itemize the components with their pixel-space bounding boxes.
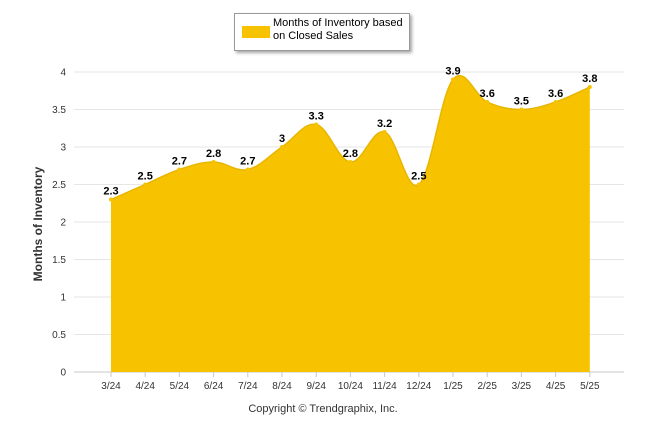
data-label: 3.8	[582, 73, 597, 85]
data-label: 3	[279, 133, 285, 145]
x-tick-label: 6/24	[204, 381, 224, 392]
legend[interactable]: Months of Inventory based on Closed Sale…	[234, 13, 410, 51]
y-tick-label: 3.5	[52, 105, 66, 116]
data-point[interactable]	[348, 160, 353, 164]
data-label: 2.8	[206, 148, 221, 160]
data-point[interactable]	[280, 145, 284, 149]
x-tick-label: 8/24	[272, 381, 292, 392]
data-label: 3.9	[445, 66, 460, 78]
legend-label: Months of Inventory based on Closed Sale…	[273, 17, 403, 42]
area-line	[110, 74, 591, 201]
x-tick-label: 12/24	[406, 381, 431, 392]
x-tick-label: 9/24	[306, 381, 326, 392]
x-tick-label: 3/24	[101, 381, 121, 392]
data-point[interactable]	[553, 100, 558, 104]
x-tick-label: 2/25	[477, 381, 497, 392]
y-axis: 0 0.5 1 1.5 2 2.5 3 3.5 4	[52, 68, 66, 379]
data-point[interactable]	[416, 182, 421, 187]
data-point[interactable]	[211, 160, 216, 164]
data-point[interactable]	[485, 100, 490, 104]
data-point[interactable]	[587, 85, 592, 89]
data-point[interactable]	[382, 130, 387, 134]
copyright-credit: Copyright © Trendgraphix, Inc.	[248, 403, 398, 415]
y-tick-label: 1.5	[52, 255, 66, 266]
data-label: 2.8	[343, 148, 358, 160]
data-label: 2.5	[138, 171, 153, 183]
x-tick-label: 5/25	[580, 381, 600, 392]
x-tick-label: 3/25	[512, 381, 532, 392]
data-label: 3.5	[514, 96, 529, 108]
y-tick-label: 1	[60, 293, 66, 304]
data-point[interactable]	[109, 197, 113, 202]
data-label: 3.3	[309, 111, 324, 123]
y-tick-label: 2.5	[52, 180, 66, 191]
x-tick-label: 4/25	[546, 381, 566, 392]
data-label: 3.6	[480, 88, 495, 100]
x-tick-label: 1/25	[443, 381, 463, 392]
data-labels: 2.3 2.5 2.7 2.8 2.7 3 3.3 2.8 3.2 2.5 3.9 3.6 3.5 3.6…	[103, 66, 597, 198]
x-tick-label: 4/24	[135, 381, 155, 392]
data-point[interactable]	[314, 122, 319, 127]
data-point[interactable]	[177, 167, 182, 172]
x-tick-label: 10/24	[338, 381, 363, 392]
legend-swatch	[242, 26, 270, 38]
area-fill	[111, 75, 590, 372]
x-tick-label: 11/24	[372, 381, 397, 392]
y-tick-label: 0.5	[52, 330, 66, 341]
data-point[interactable]	[451, 77, 455, 82]
y-tick-label: 3	[60, 143, 66, 154]
data-label: 2.7	[172, 156, 187, 168]
x-tick-label: 5/24	[170, 381, 190, 392]
y-tick-label: 0	[60, 368, 66, 379]
x-tick-label: 7/24	[238, 381, 258, 392]
data-label: 3.2	[377, 118, 392, 130]
y-tick-label: 4	[60, 68, 66, 79]
y-tick-label: 2	[60, 218, 66, 229]
data-label: 2.3	[103, 186, 118, 198]
area-series	[109, 74, 592, 372]
data-label: 3.6	[548, 88, 563, 100]
data-label: 2.7	[240, 156, 255, 168]
y-axis-title: Months of Inventory	[31, 166, 45, 281]
data-point[interactable]	[245, 167, 250, 172]
data-point[interactable]	[519, 107, 524, 112]
data-label: 2.5	[411, 171, 426, 183]
data-point[interactable]	[143, 182, 148, 187]
x-axis: 3/24 4/24 5/24 6/24 7/24 8/24 9/24 10/24 11/24 12…	[101, 372, 600, 392]
